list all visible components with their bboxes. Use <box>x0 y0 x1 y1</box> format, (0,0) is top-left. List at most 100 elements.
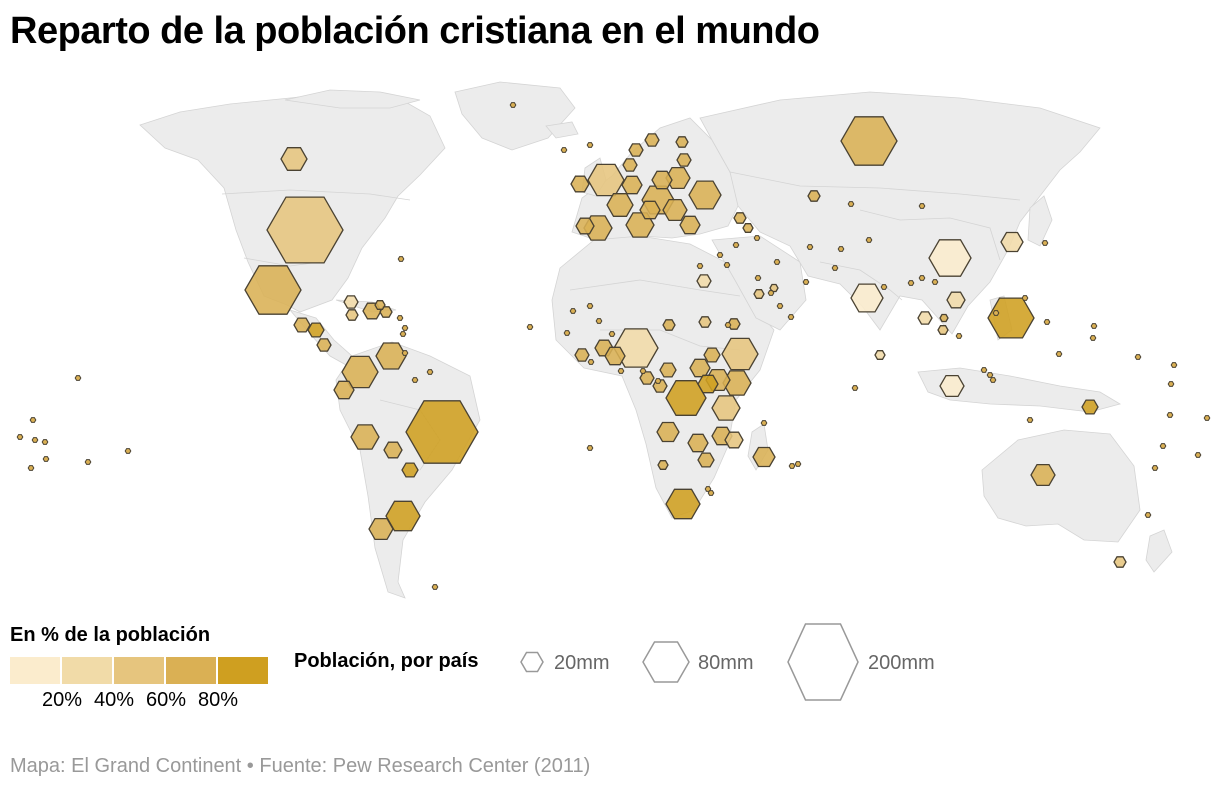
small-country-hexagon <box>1194 452 1202 458</box>
small-country-hexagon <box>431 584 439 590</box>
country-hexagon <box>721 337 759 371</box>
country-hexagon <box>662 198 688 222</box>
small-country-hexagon <box>654 378 662 384</box>
country-hexagon <box>724 431 744 449</box>
small-country-hexagon <box>397 256 405 262</box>
small-country-hexagon <box>569 308 577 314</box>
land-japan <box>1027 195 1053 247</box>
small-country-hexagon <box>847 201 855 207</box>
country-hexagon <box>657 460 669 470</box>
small-country-hexagon <box>723 262 731 268</box>
small-country-hexagon <box>696 263 704 269</box>
small-country-hexagon <box>1089 335 1097 341</box>
country-hexagon <box>939 374 965 398</box>
small-country-hexagon <box>865 237 873 243</box>
country-hexagon <box>656 421 680 443</box>
country-hexagon <box>850 283 884 313</box>
country-hexagon <box>606 193 634 217</box>
country-hexagon <box>662 319 676 331</box>
small-country-hexagon <box>1151 465 1159 471</box>
small-country-hexagon <box>787 314 795 320</box>
country-hexagon <box>333 380 355 400</box>
small-country-hexagon <box>724 322 732 328</box>
country-hexagon <box>405 400 479 464</box>
border-sahara <box>569 279 741 297</box>
small-country-hexagon <box>806 244 814 250</box>
small-country-hexagon <box>753 235 761 241</box>
small-country-hexagon <box>608 331 616 337</box>
small-country-hexagon <box>1203 415 1211 421</box>
small-country-hexagon <box>42 456 50 462</box>
country-hexagon <box>688 180 722 210</box>
size-legend: 20mm 80mm 200mm <box>520 623 935 701</box>
country-hexagon <box>698 316 712 328</box>
small-country-hexagon <box>980 367 988 373</box>
border-russia <box>729 171 1021 201</box>
country-hexagon <box>350 424 380 450</box>
small-country-hexagon <box>794 461 802 467</box>
country-hexagon <box>689 358 711 378</box>
small-country-hexagon <box>918 275 926 281</box>
map-title: Reparto de la población cristiana en el … <box>10 10 820 52</box>
color-swatch-1 <box>10 657 60 684</box>
small-country-hexagon <box>760 420 768 426</box>
color-tick-80: 80% <box>197 689 239 711</box>
small-country-hexagon <box>837 246 845 252</box>
country-hexagon <box>665 488 701 520</box>
country-hexagon <box>368 517 394 541</box>
country-hexagon <box>244 265 302 315</box>
country-hexagon <box>570 175 590 193</box>
small-country-hexagon <box>931 279 939 285</box>
country-hexagon <box>307 322 325 338</box>
small-country-hexagon <box>767 290 775 296</box>
country-hexagon <box>644 133 660 147</box>
size-legend-hex-80 <box>642 641 690 683</box>
small-country-hexagon <box>773 259 781 265</box>
land-asia <box>699 91 1101 335</box>
small-country-hexagon <box>788 463 796 469</box>
border-india <box>819 261 903 301</box>
country-hexagon <box>1081 399 1099 415</box>
small-country-hexagon <box>754 275 762 281</box>
small-country-hexagon <box>880 284 888 290</box>
country-hexagon <box>345 309 359 321</box>
country-hexagon <box>696 274 712 288</box>
country-hexagon <box>1000 231 1024 253</box>
country-hexagon <box>675 136 689 148</box>
country-hexagon <box>679 215 701 235</box>
size-legend-label-20: 20mm <box>554 652 610 674</box>
small-country-hexagon <box>74 375 82 381</box>
country-hexagon <box>374 300 386 310</box>
small-country-hexagon <box>1159 443 1167 449</box>
small-country-hexagon <box>992 310 1000 316</box>
small-country-hexagon <box>526 324 534 330</box>
small-country-hexagon <box>27 465 35 471</box>
small-country-hexagon <box>1170 362 1178 368</box>
small-country-hexagon <box>586 445 594 451</box>
small-country-hexagon <box>802 279 810 285</box>
country-hexagon <box>769 283 779 293</box>
small-country-hexagon <box>989 377 997 383</box>
small-country-hexagon <box>1041 240 1049 246</box>
color-tick-60: 60% <box>145 689 187 711</box>
small-country-hexagon <box>716 252 724 258</box>
small-country-hexagon <box>563 330 571 336</box>
land-new-zealand <box>1145 529 1173 573</box>
country-hexagon <box>711 395 741 421</box>
country-hexagon <box>574 348 590 362</box>
small-country-hexagon <box>595 318 603 324</box>
small-country-hexagon <box>639 368 647 374</box>
country-hexagon <box>917 311 933 325</box>
color-swatch-2 <box>62 657 112 684</box>
country-hexagon <box>343 295 359 309</box>
source-credit: Mapa: El Grand Continent • Fuente: Pew R… <box>10 755 591 777</box>
small-country-hexagon <box>1167 381 1175 387</box>
small-country-hexagon <box>401 325 409 331</box>
land-arctic-islands <box>284 89 421 109</box>
small-country-hexagon <box>16 434 24 440</box>
land-iceland <box>545 121 579 139</box>
small-country-hexagon <box>955 333 963 339</box>
country-hexagon <box>874 350 886 360</box>
size-legend-hex-20 <box>520 651 544 673</box>
country-hexagons <box>16 102 1211 590</box>
